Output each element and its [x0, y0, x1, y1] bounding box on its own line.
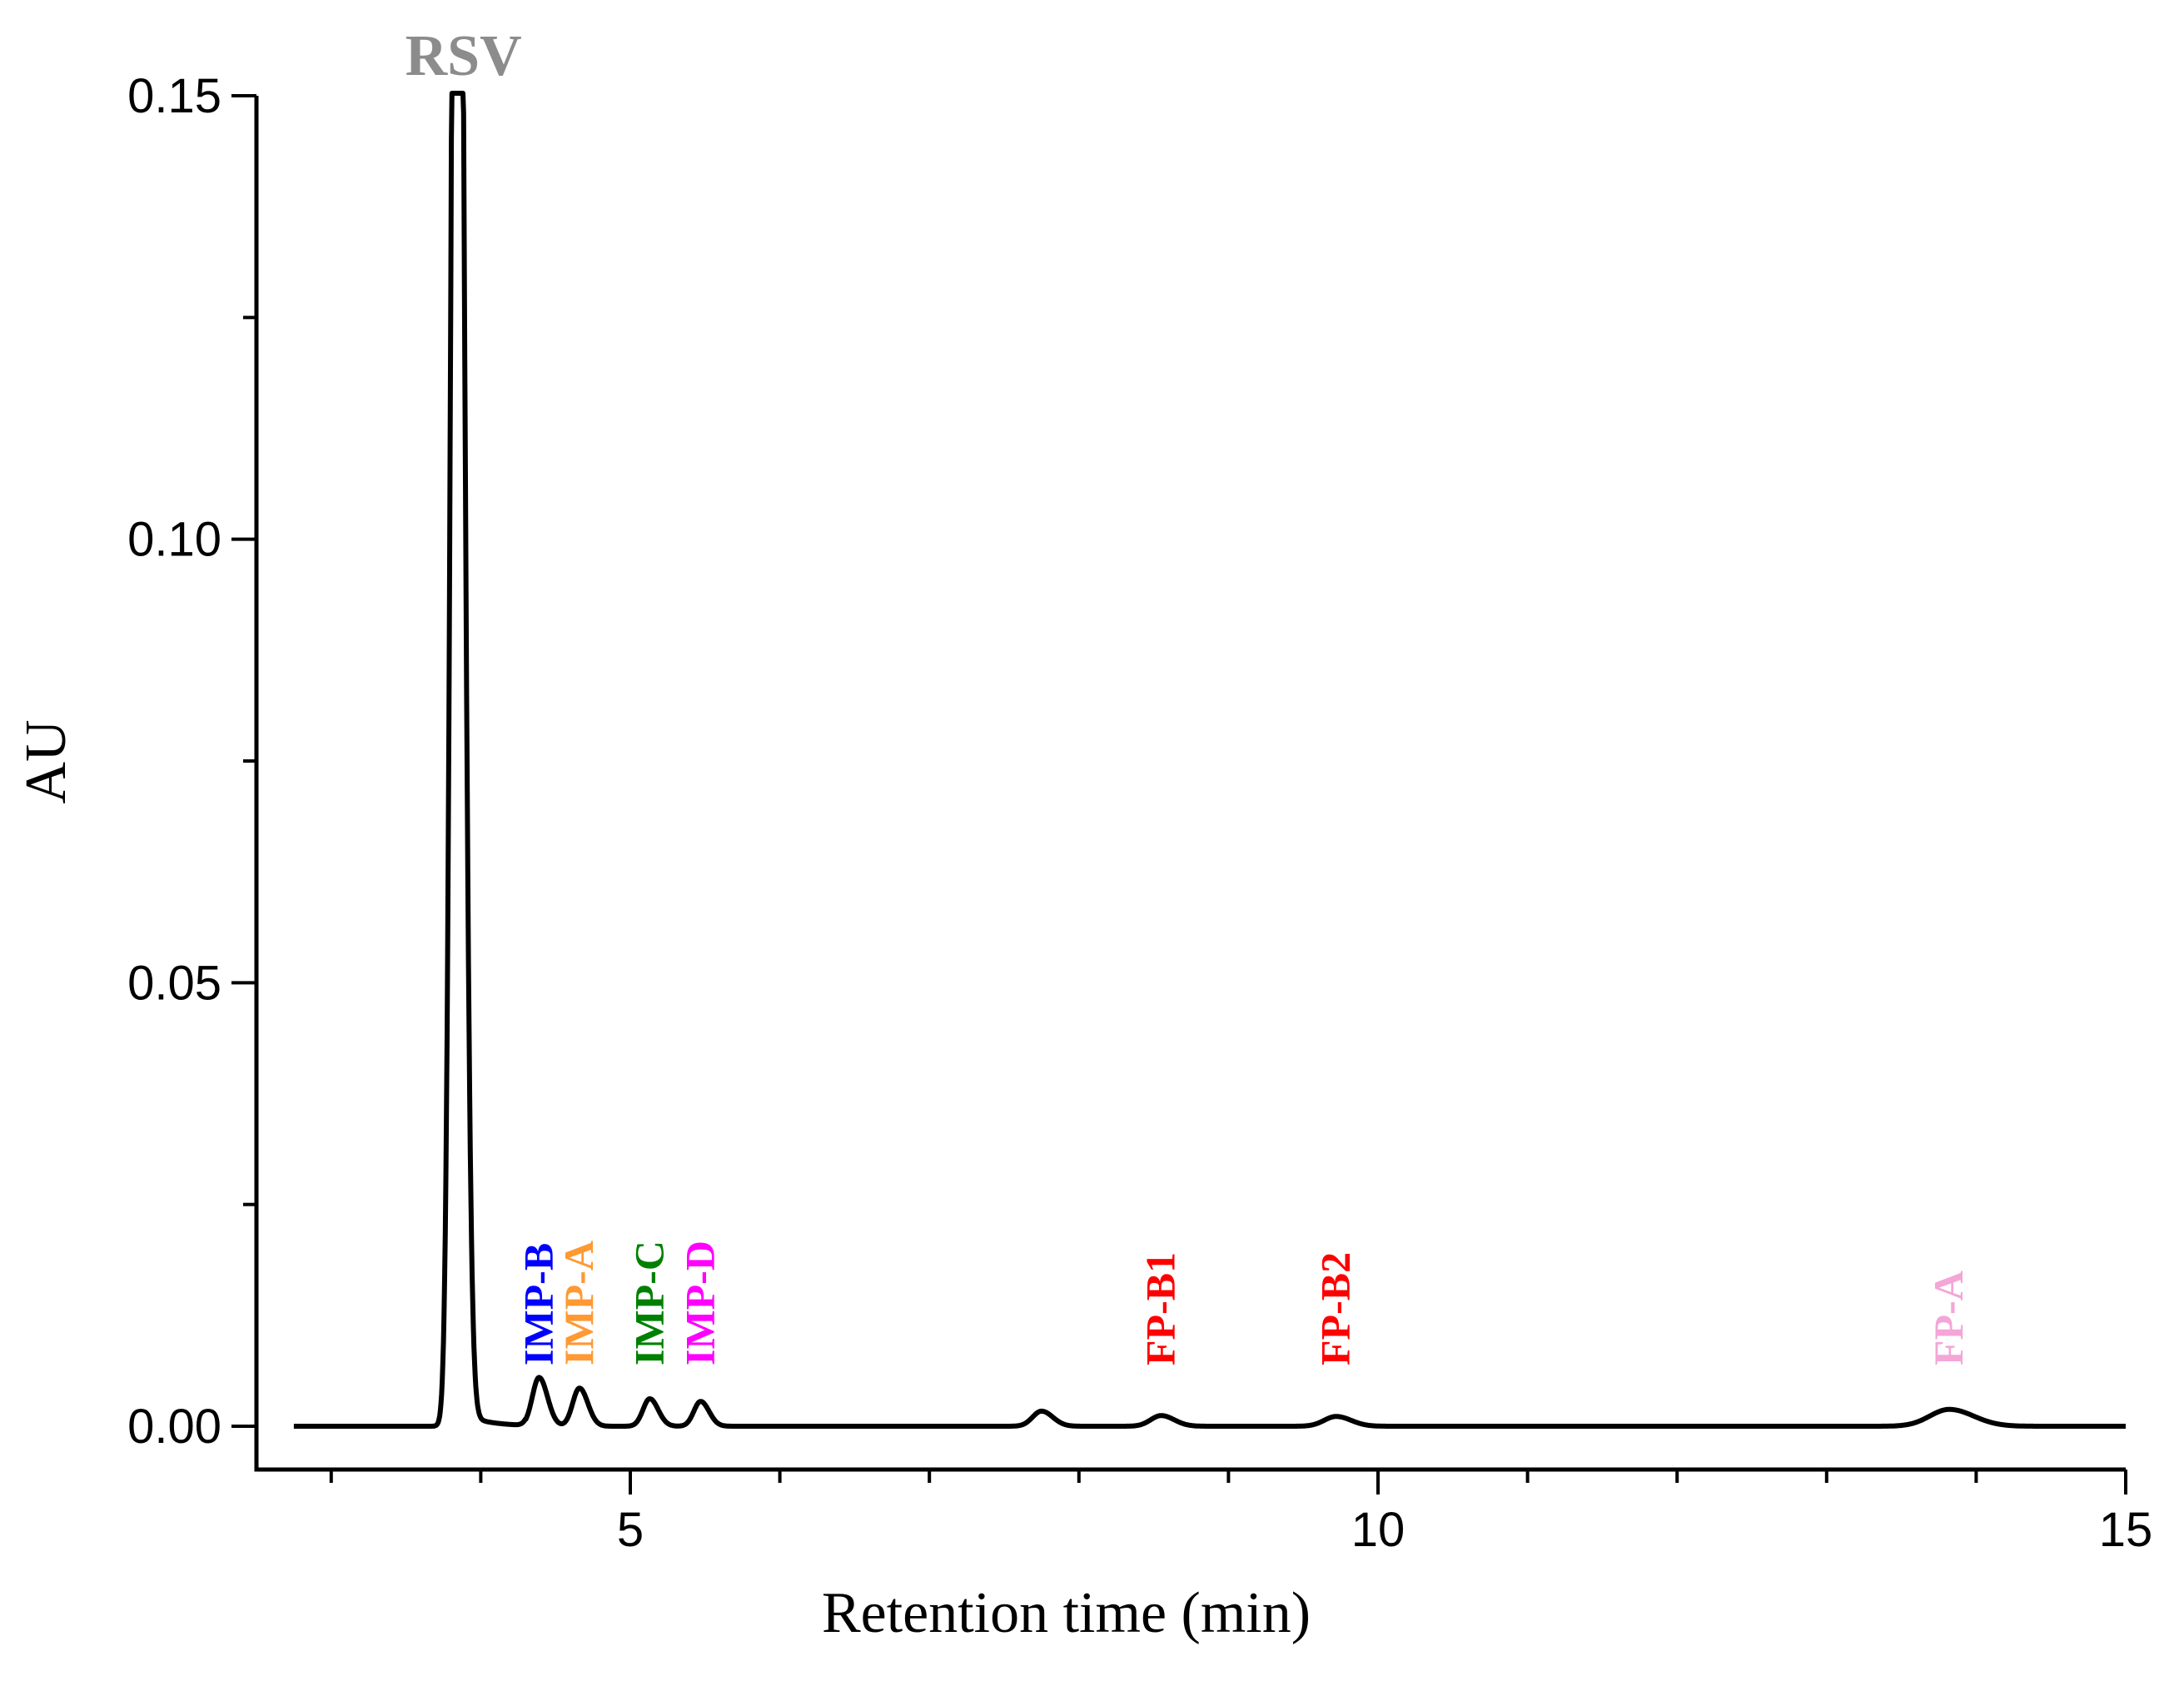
y-tick-label: 0.05: [127, 956, 221, 1010]
x-tick-label: 5: [617, 1503, 644, 1557]
y-tick-label: 0.10: [127, 513, 221, 567]
x-axis-title: Retention time (min): [822, 1581, 1311, 1645]
y-axis-ticks: 0.00 0.05 0.10 0.15: [127, 69, 256, 1454]
peak-label-fp-b1: FP-B1: [1137, 1252, 1184, 1365]
x-tick-label: 15: [2099, 1503, 2153, 1557]
peak-label-imp-b: IMP-B: [515, 1243, 561, 1365]
peak-label-imp-d: IMP-D: [676, 1241, 723, 1365]
peak-label-fp-b2: FP-B2: [1312, 1252, 1359, 1365]
chromatogram-trace: [291, 91, 2128, 1429]
peak-label-rsv: RSV: [405, 24, 522, 88]
y-tick-label: 0.00: [127, 1400, 221, 1454]
peak-label-imp-a: IMP-A: [555, 1241, 602, 1365]
y-tick-label: 0.15: [127, 69, 221, 123]
peak-label-fp-a: FP-A: [1925, 1271, 1972, 1365]
peak-label-imp-c: IMP-C: [625, 1241, 672, 1365]
x-axis-ticks: 5 10 15: [329, 1470, 2153, 1557]
y-axis-title: AU: [14, 719, 78, 803]
x-tick-label: 10: [1351, 1503, 1405, 1557]
